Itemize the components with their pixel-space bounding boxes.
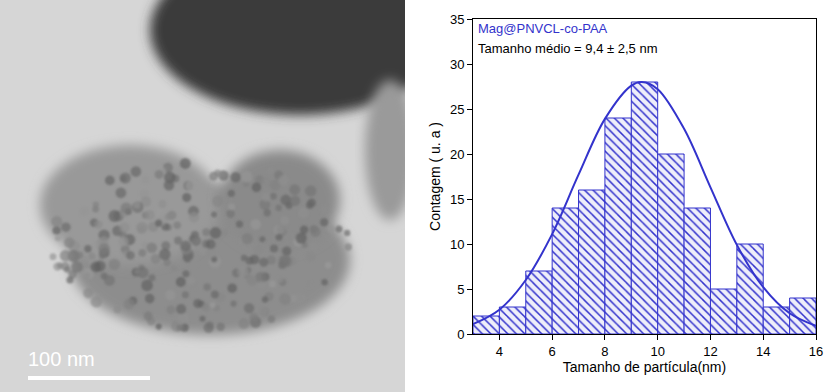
svg-text:4: 4 bbox=[496, 344, 503, 359]
svg-text:Contagem ( u. a ): Contagem ( u. a ) bbox=[427, 122, 443, 231]
svg-text:5: 5 bbox=[457, 282, 464, 297]
svg-text:35: 35 bbox=[450, 12, 464, 27]
svg-text:14: 14 bbox=[756, 344, 770, 359]
svg-text:25: 25 bbox=[450, 102, 464, 117]
svg-text:0: 0 bbox=[457, 327, 464, 342]
svg-text:10: 10 bbox=[650, 344, 664, 359]
svg-text:30: 30 bbox=[450, 57, 464, 72]
svg-text:Tamanho médio = 9,4 ± 2,5 nm: Tamanho médio = 9,4 ± 2,5 nm bbox=[478, 41, 658, 56]
svg-text:6: 6 bbox=[549, 344, 556, 359]
svg-text:12: 12 bbox=[703, 344, 717, 359]
svg-text:16: 16 bbox=[809, 344, 823, 359]
svg-text:Mag@PNVCL-co-PAA: Mag@PNVCL-co-PAA bbox=[478, 21, 608, 36]
svg-text:15: 15 bbox=[450, 192, 464, 207]
svg-text:100 nm: 100 nm bbox=[28, 348, 95, 370]
svg-text:Tamanho de partícula(nm): Tamanho de partícula(nm) bbox=[563, 359, 726, 375]
svg-text:10: 10 bbox=[450, 237, 464, 252]
svg-text:20: 20 bbox=[450, 147, 464, 162]
svg-text:8: 8 bbox=[601, 344, 608, 359]
